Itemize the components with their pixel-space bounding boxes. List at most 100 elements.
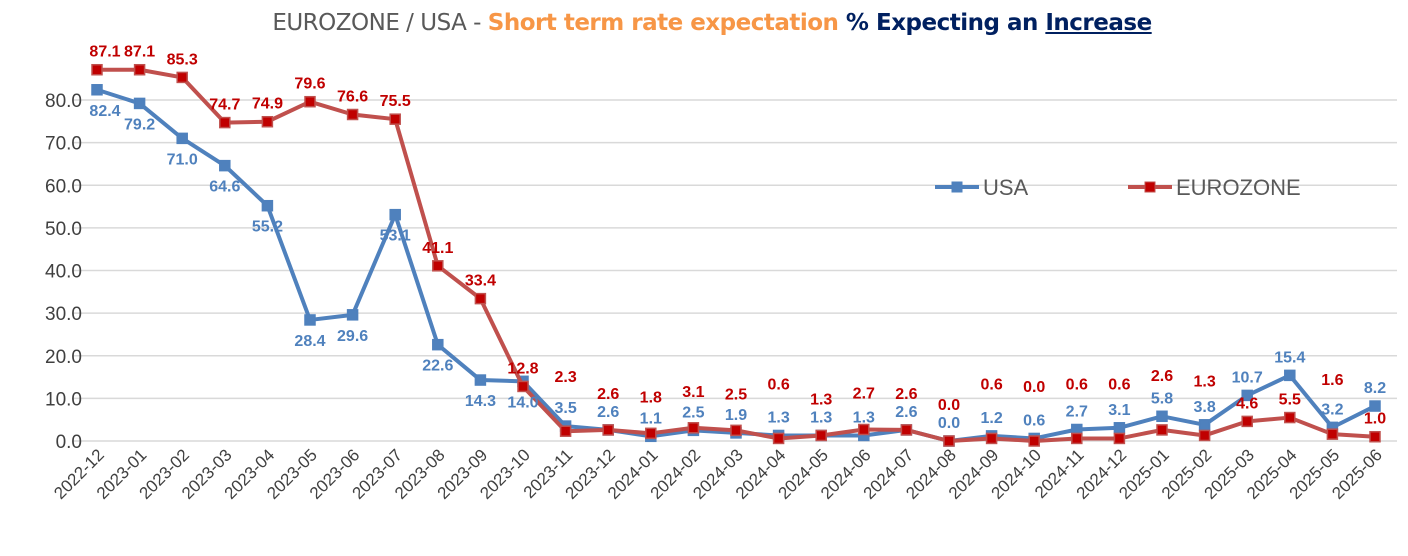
data-label: 2.7	[1066, 403, 1088, 420]
data-label: 22.6	[422, 358, 453, 375]
data-label: 12.8	[507, 360, 538, 377]
data-point	[1156, 410, 1168, 423]
data-point	[815, 429, 827, 442]
data-point	[1071, 432, 1083, 445]
data-point	[91, 63, 103, 76]
data-label: 5.5	[1279, 392, 1301, 409]
data-label: 1.2	[980, 410, 1002, 427]
y-tick-label: 30.0	[45, 304, 82, 325]
data-point	[1156, 424, 1168, 436]
data-label: 1.9	[725, 407, 747, 424]
data-label: 76.6	[337, 88, 368, 105]
data-label: 53.1	[380, 228, 411, 245]
data-point	[176, 132, 188, 145]
data-label: 3.1	[1108, 402, 1130, 419]
data-label: 3.2	[1321, 401, 1343, 418]
data-point	[602, 424, 614, 436]
data-point	[133, 97, 146, 110]
data-label: 87.1	[89, 44, 120, 61]
series-line-eurozone	[97, 67, 1376, 443]
data-label: 33.4	[465, 273, 496, 290]
data-point	[474, 374, 487, 386]
data-point	[261, 115, 274, 128]
data-label: 74.7	[209, 97, 240, 114]
data-label: 2.6	[1151, 368, 1173, 385]
data-label: 75.5	[380, 93, 411, 110]
data-label: 87.1	[124, 44, 155, 61]
data-point	[1369, 430, 1381, 443]
data-label: 2.6	[597, 404, 619, 421]
data-label: 2.6	[597, 386, 619, 403]
data-point	[261, 199, 274, 212]
data-label: 2.6	[895, 386, 917, 403]
data-label: 14.0	[507, 394, 538, 411]
data-label: 0.6	[767, 376, 789, 393]
data-label: 5.8	[1151, 390, 1173, 407]
y-tick-label: 60.0	[45, 176, 82, 197]
data-label: 2.5	[682, 404, 704, 421]
data-point	[1113, 422, 1126, 434]
data-point	[304, 95, 316, 108]
data-label: 2.5	[725, 386, 747, 403]
y-tick-label: 50.0	[45, 219, 82, 240]
data-label: 28.4	[294, 333, 325, 350]
y-tick-label: 80.0	[45, 91, 82, 112]
data-point	[1198, 419, 1211, 431]
y-tick-label: 70.0	[45, 134, 82, 155]
data-label: 2.6	[895, 404, 917, 421]
data-label: 3.8	[1193, 399, 1215, 416]
data-point	[389, 208, 401, 221]
data-label: 41.1	[422, 240, 453, 257]
data-point	[1326, 428, 1339, 440]
y-tick-label: 40.0	[45, 262, 82, 283]
data-label: 74.9	[252, 96, 283, 113]
data-label: 0.6	[980, 376, 1002, 393]
data-point	[432, 338, 444, 351]
data-label: 0.0	[1023, 379, 1045, 396]
data-point	[1241, 415, 1253, 428]
data-point	[559, 425, 572, 437]
data-label: 0.0	[938, 397, 960, 414]
data-label: 79.6	[294, 76, 325, 93]
title-highlight: Short term rate expectation	[487, 10, 839, 36]
data-point	[219, 159, 231, 172]
data-label: 1.1	[640, 410, 662, 427]
data-label: 82.4	[89, 103, 120, 120]
data-label: 3.1	[682, 384, 704, 401]
data-point	[1028, 435, 1040, 447]
data-label: 1.3	[767, 409, 789, 426]
data-label: 2.3	[554, 369, 576, 386]
y-tick-label: 20.0	[45, 347, 82, 368]
data-label: 8.2	[1364, 380, 1386, 397]
legend-label: USA	[983, 175, 1029, 200]
data-point	[943, 435, 955, 447]
y-tick-label: 0.0	[56, 432, 82, 453]
data-label: 14.3	[465, 393, 496, 410]
data-point	[1284, 369, 1296, 382]
data-label: 2.7	[853, 385, 875, 402]
data-label: 15.4	[1274, 349, 1305, 366]
data-point	[645, 427, 657, 440]
data-label: 1.3	[810, 409, 832, 426]
title-part: % Expecting an	[838, 10, 1046, 36]
data-label: 3.5	[554, 400, 576, 417]
title-part: EUROZONE / USA -	[272, 10, 488, 36]
data-label: 0.6	[1023, 412, 1045, 429]
data-label: 71.0	[167, 151, 198, 168]
data-label: 1.3	[1193, 373, 1215, 390]
data-point	[389, 113, 401, 125]
chart-title: EUROZONE / USA - Short term rate expecta…	[0, 10, 1408, 36]
data-point	[176, 71, 188, 84]
data-label: 10.7	[1232, 369, 1263, 386]
data-point	[1241, 389, 1253, 402]
data-point	[1198, 429, 1211, 442]
data-label: 1.8	[640, 389, 662, 406]
legend-label: EUROZONE	[1176, 175, 1301, 200]
legend-marker	[1144, 181, 1156, 193]
data-point	[1369, 400, 1381, 412]
data-point	[346, 108, 359, 121]
data-point	[517, 380, 529, 393]
y-tick-label: 10.0	[45, 389, 82, 410]
data-point	[219, 116, 231, 129]
